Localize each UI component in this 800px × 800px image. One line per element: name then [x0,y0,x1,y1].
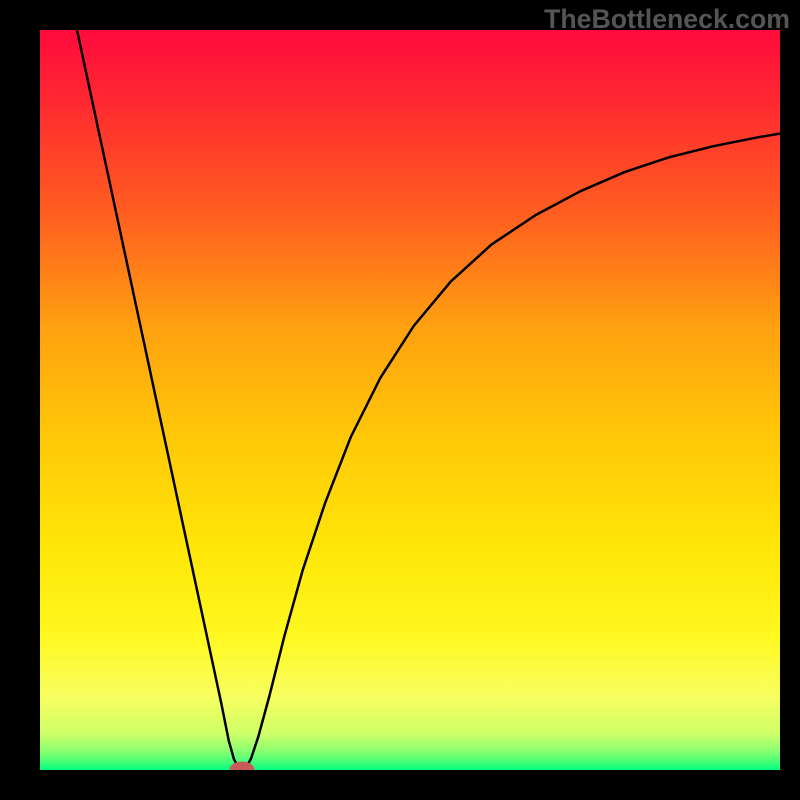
chart-outer: TheBottleneck.com [0,0,800,800]
watermark-text: TheBottleneck.com [544,4,790,35]
plot-area [40,30,780,770]
curve-path [77,30,780,770]
curve-svg [40,30,780,770]
minimum-marker [230,762,254,770]
